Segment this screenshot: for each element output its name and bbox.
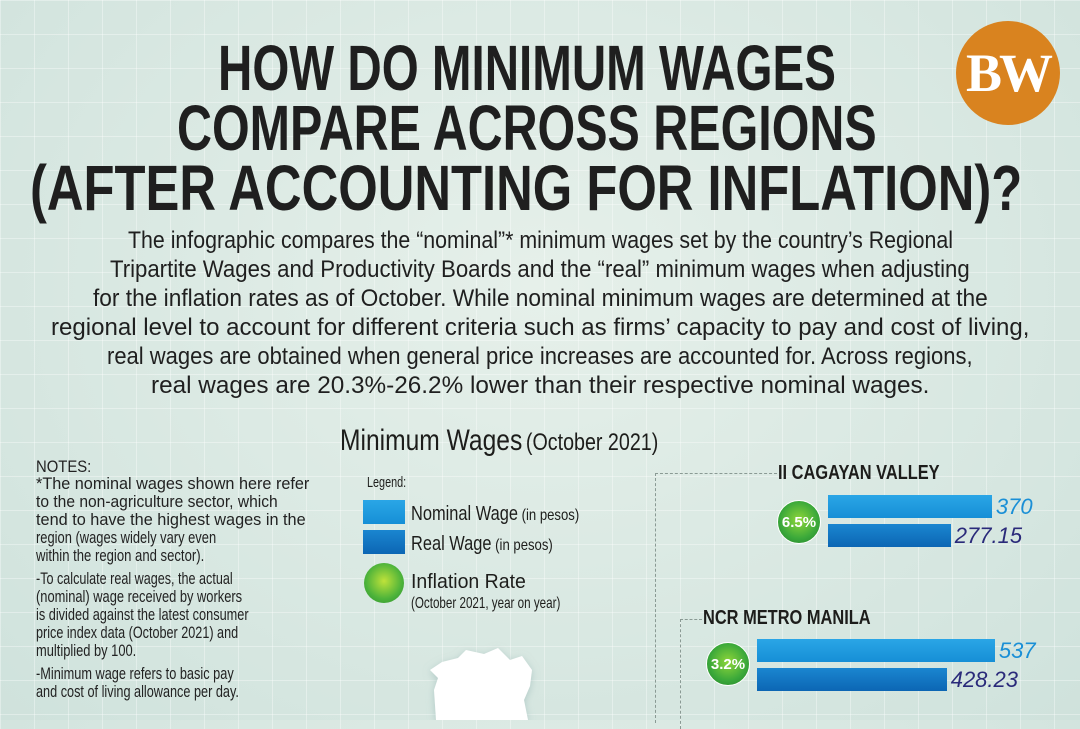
legend-inflation-note: (October 2021, year on year) [411, 595, 561, 612]
notes-line: within the region and sector). [36, 546, 205, 565]
philippines-map [430, 648, 532, 720]
title-line: COMPARE ACROSS REGIONS [177, 92, 877, 164]
region-label: II CAGAYAN VALLEY [778, 462, 940, 484]
logo-text: BW [965, 43, 1053, 103]
intro-line: real wages are obtained when general pri… [107, 343, 973, 370]
title-line: (AFTER ACCOUNTING FOR INFLATION)? [30, 152, 1023, 224]
chart-title: Minimum Wages (October 2021) [340, 424, 658, 458]
notes-line: to the non-agriculture sector, which [36, 492, 278, 511]
inflation-badge: 6.5% [777, 500, 821, 544]
nominal-bar [828, 495, 992, 518]
real-value-label: 428.23 [950, 667, 1018, 692]
notes-heading: NOTES: [36, 457, 92, 476]
notes-line: is divided against the latest consumer [36, 605, 249, 624]
legend-inflation-dot-icon [364, 563, 404, 603]
notes-line: and cost of living allowance per day. [36, 682, 239, 701]
notes-line: region (wages widely vary even [36, 528, 217, 547]
intro-line: real wages are 20.3%-26.2% lower than th… [151, 372, 930, 399]
nominal-value-label: 370 [995, 494, 1033, 519]
nominal-value-label: 537 [998, 638, 1036, 663]
legend-real-unit: (in pesos) [495, 537, 553, 554]
inflation-badge: 3.2% [706, 642, 750, 686]
intro-line: Tripartite Wages and Productivity Boards… [110, 256, 970, 283]
connector-line [680, 619, 702, 620]
legend-swatch-real [363, 530, 405, 554]
notes-line: -Minimum wage refers to basic pay [36, 664, 234, 683]
nominal-bar [757, 639, 995, 662]
notes-line: (nominal) wage received by workers [36, 587, 243, 606]
region-label: NCR METRO MANILA [703, 607, 871, 629]
notes-line: multiplied by 100. [36, 641, 137, 660]
chart-subtitle: (October 2021) [525, 429, 659, 456]
bw-logo: BW [956, 21, 1060, 125]
real-bar [757, 668, 947, 691]
real-value-label: 277.15 [954, 523, 1023, 548]
notes-line: tend to have the highest wages in the [36, 510, 306, 529]
real-bar [828, 524, 951, 547]
notes-line: *The nominal wages shown here refer [36, 474, 310, 493]
intro-line: The infographic compares the “nominal”* … [127, 227, 953, 254]
intro-line: for the inflation rates as of October. W… [92, 285, 988, 312]
connector-line [655, 473, 777, 474]
chart-title-text: Minimum Wages [340, 424, 523, 457]
legend-nominal-label: Nominal Wage [411, 503, 518, 525]
connector-line [655, 473, 656, 723]
legend-swatch-nominal [363, 500, 405, 524]
legend-real-label: Real Wage [411, 533, 492, 555]
title-line: HOW DO MINIMUM WAGES [218, 32, 836, 104]
legend-real: Real Wage (in pesos) [411, 533, 553, 556]
legend-nominal-unit: (in pesos) [521, 507, 580, 524]
notes-line: price index data (October 2021) and [36, 623, 239, 642]
legend-inflation-label: Inflation Rate [411, 571, 526, 593]
notes-line: -To calculate real wages, the actual [36, 569, 233, 588]
intro-line: regional level to account for different … [51, 314, 1030, 341]
legend-heading: Legend: [367, 474, 407, 491]
legend-nominal: Nominal Wage (in pesos) [411, 503, 579, 526]
connector-line [680, 619, 681, 729]
